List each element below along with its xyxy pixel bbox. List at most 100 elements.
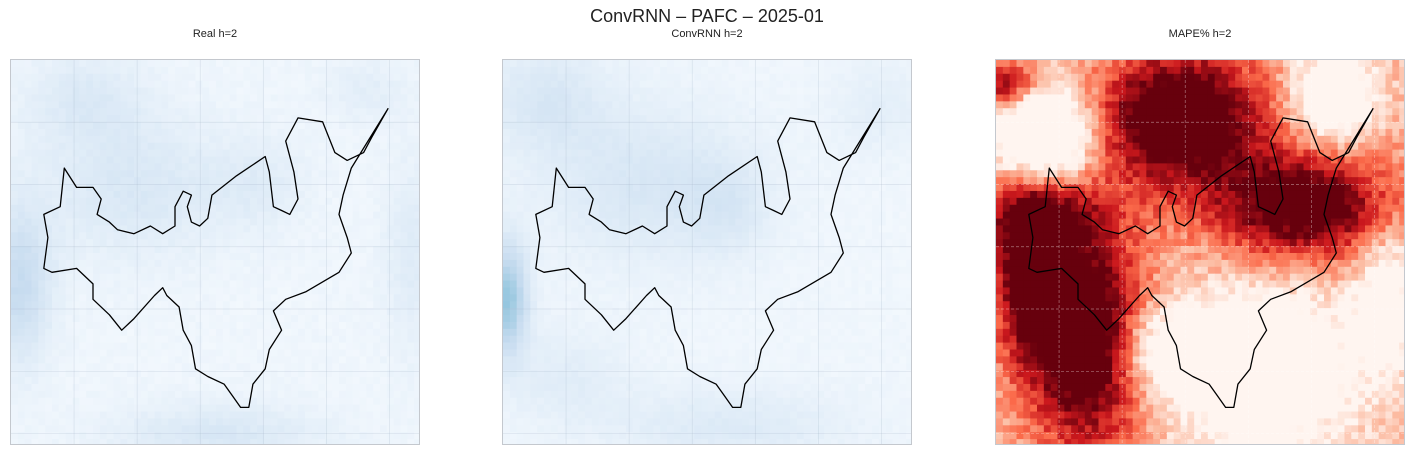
heatmap-cell bbox=[298, 390, 306, 399]
heatmap-cell bbox=[537, 197, 545, 206]
heatmap-cell bbox=[195, 128, 203, 137]
heatmap-cell bbox=[284, 218, 292, 226]
heatmap-cell bbox=[380, 142, 388, 151]
heatmap-cell bbox=[673, 190, 682, 199]
heatmap-cell bbox=[803, 135, 811, 144]
heatmap-cell bbox=[195, 156, 203, 164]
heatmap-cell bbox=[332, 232, 340, 240]
heatmap-cell bbox=[65, 418, 73, 426]
heatmap-cell bbox=[619, 239, 627, 247]
heatmap-cell bbox=[878, 66, 887, 75]
heatmap-cell bbox=[298, 356, 306, 364]
heatmap-cell bbox=[557, 66, 565, 75]
heatmap-cell bbox=[38, 66, 46, 75]
heatmap-cell bbox=[865, 163, 873, 171]
heatmap-cell bbox=[106, 211, 114, 220]
heatmap-cell bbox=[304, 418, 313, 426]
heatmap-cell bbox=[687, 87, 695, 95]
heatmap-cell bbox=[530, 149, 538, 157]
heatmap-cell bbox=[127, 335, 135, 344]
heatmap-convrnn bbox=[503, 60, 911, 444]
heatmap-cell bbox=[393, 321, 401, 330]
heatmap-cell bbox=[99, 301, 108, 309]
heatmap-cell bbox=[45, 115, 53, 123]
heatmap-cell bbox=[106, 432, 114, 440]
heatmap-cell bbox=[113, 301, 121, 309]
heatmap-cell bbox=[571, 60, 579, 68]
heatmap-cell bbox=[345, 321, 354, 330]
heatmap-cell bbox=[598, 108, 606, 116]
heatmap-cell bbox=[140, 342, 149, 350]
heatmap-cell bbox=[694, 108, 702, 116]
heatmap-cell bbox=[250, 377, 258, 385]
heatmap-cell bbox=[229, 66, 237, 75]
heatmap-cell bbox=[851, 66, 859, 75]
heatmap-cell bbox=[728, 184, 736, 192]
heatmap-cell bbox=[632, 94, 641, 102]
heatmap-cell bbox=[127, 73, 135, 82]
heatmap-cell bbox=[93, 80, 101, 89]
heatmap-cell bbox=[99, 218, 108, 226]
heatmap-cell bbox=[653, 115, 661, 123]
heatmap-cell bbox=[222, 321, 231, 330]
heatmap-cell bbox=[168, 211, 176, 220]
heatmap-cell bbox=[578, 232, 586, 240]
heatmap-cell bbox=[65, 239, 73, 247]
heatmap-cell bbox=[667, 101, 675, 109]
heatmap-cell bbox=[646, 94, 654, 102]
heatmap-cell bbox=[45, 411, 53, 419]
heatmap-cell bbox=[175, 439, 183, 444]
heatmap-cell bbox=[304, 411, 313, 419]
heatmap-cell bbox=[776, 101, 784, 109]
heatmap-cell bbox=[851, 211, 859, 220]
heatmap-cell bbox=[106, 190, 114, 199]
heatmap-cell bbox=[147, 94, 155, 102]
heatmap-cell bbox=[229, 163, 237, 171]
heatmap-cell bbox=[899, 204, 907, 213]
heatmap-cell bbox=[885, 142, 893, 151]
heatmap-cell bbox=[304, 135, 313, 144]
heatmap-cell bbox=[106, 101, 114, 109]
heatmap-cell bbox=[831, 177, 839, 185]
heatmap-cell bbox=[386, 439, 395, 444]
heatmap-cell bbox=[571, 232, 579, 240]
heatmap-cell bbox=[134, 418, 142, 426]
heatmap-cell bbox=[175, 390, 183, 399]
heatmap-cell bbox=[414, 184, 419, 192]
heatmap-cell bbox=[175, 370, 183, 378]
heatmap-cell bbox=[291, 397, 299, 406]
heatmap-cell bbox=[530, 128, 538, 137]
heatmap-cell bbox=[106, 66, 114, 75]
heatmap-cell bbox=[31, 218, 39, 226]
heatmap-cell bbox=[673, 218, 682, 226]
heatmap-cell bbox=[209, 122, 217, 130]
heatmap-cell bbox=[318, 211, 326, 220]
heatmap-cell bbox=[783, 128, 791, 137]
heatmap-cell bbox=[701, 94, 709, 102]
heatmap-cell bbox=[11, 142, 19, 151]
heatmap-cell bbox=[134, 204, 142, 213]
heatmap-cell bbox=[52, 80, 60, 89]
heatmap-cell bbox=[721, 204, 729, 213]
heatmap-cell bbox=[516, 184, 524, 192]
heatmap-cell bbox=[222, 204, 231, 213]
heatmap-cell bbox=[304, 328, 313, 337]
heatmap-cell bbox=[721, 156, 729, 164]
heatmap-cell bbox=[393, 115, 401, 123]
heatmap-cell bbox=[332, 439, 340, 444]
heatmap-cell bbox=[154, 328, 162, 337]
heatmap-cell bbox=[386, 349, 395, 357]
heatmap-cell bbox=[134, 66, 142, 75]
heatmap-cell bbox=[284, 225, 292, 233]
heatmap-cell bbox=[755, 122, 764, 130]
heatmap-cell bbox=[270, 418, 278, 426]
heatmap-cell bbox=[639, 177, 647, 185]
heatmap-cell bbox=[400, 390, 408, 399]
heatmap-cell bbox=[345, 266, 354, 275]
heatmap-cell bbox=[236, 432, 244, 440]
heatmap-cell bbox=[263, 335, 272, 344]
heatmap-cell bbox=[236, 122, 244, 130]
heatmap-cell bbox=[99, 73, 108, 82]
heatmap-cell bbox=[250, 94, 258, 102]
heatmap-cell bbox=[509, 135, 518, 144]
